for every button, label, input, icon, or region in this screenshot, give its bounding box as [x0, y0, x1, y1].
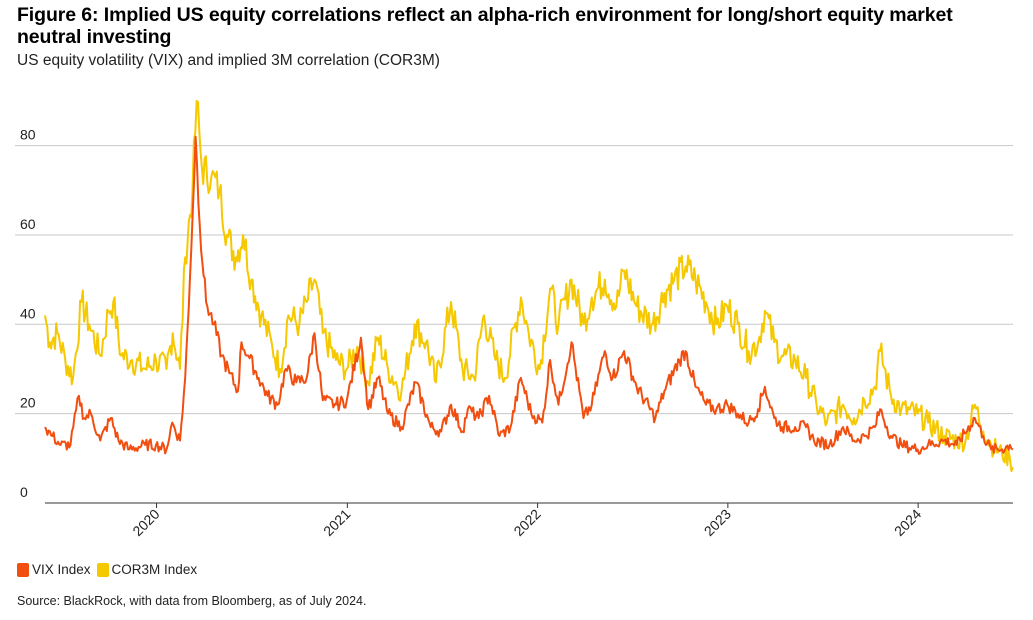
chart-subtitle: US equity volatility (VIX) and implied 3…	[17, 52, 440, 69]
legend-swatch-cor3m	[96, 562, 109, 577]
legend-label-vix: VIX Index	[32, 562, 91, 577]
x-axis	[45, 502, 1013, 508]
series-lines	[44, 99, 1014, 473]
y-tick-label-80: 80	[20, 127, 36, 143]
legend: VIX Index COR3M Index	[17, 562, 203, 577]
y-tick-label-60: 60	[20, 216, 36, 232]
legend-label-cor3m: COR3M Index	[111, 562, 198, 577]
source-note: Source: BlackRock, with data from Bloomb…	[17, 594, 367, 608]
grid-lines	[15, 145, 1013, 415]
y-axis-labels: 0 20 40 60 80	[20, 127, 36, 500]
x-axis-labels: 2020 2021 2022 2023 2024	[129, 506, 924, 539]
y-tick-label-40: 40	[20, 305, 36, 321]
series-line-vix-index	[44, 135, 1014, 455]
x-tick-label-2023: 2023	[701, 506, 734, 539]
chart-title: Figure 6: Implied US equity correlations…	[17, 4, 953, 48]
legend-swatch-vix	[17, 562, 29, 577]
legend-item-vix: VIX Index	[17, 562, 91, 577]
line-chart: 0 20 40 60 80 2020 2021 2022 2023 2024	[15, 99, 1014, 539]
y-tick-label-0: 0	[20, 484, 28, 500]
x-tick-label-2021: 2021	[320, 506, 353, 539]
x-tick-label-2024: 2024	[891, 506, 924, 539]
series-line-cor3m-index	[44, 99, 1014, 473]
x-tick-label-2022: 2022	[510, 506, 543, 539]
x-tick-label-2020: 2020	[129, 506, 162, 539]
legend-item-cor3m: COR3M Index	[96, 562, 198, 577]
y-tick-label-20: 20	[20, 395, 36, 411]
